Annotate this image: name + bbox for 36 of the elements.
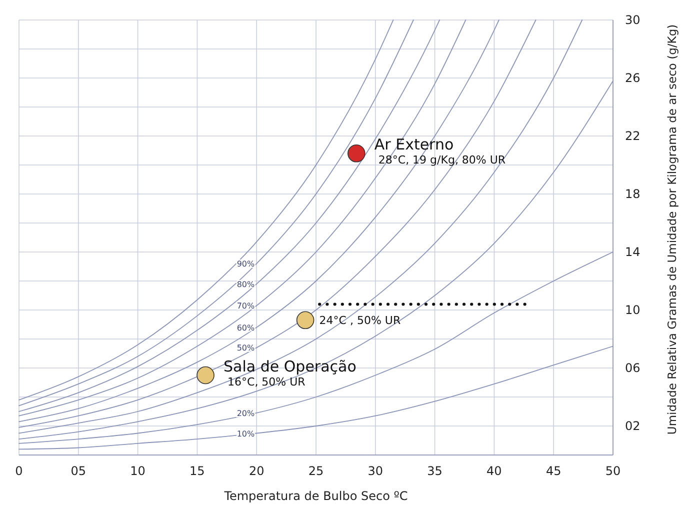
line-series	[18, 346, 614, 450]
series-label: 70%	[236, 302, 255, 311]
annotation: Ar Externo 28°C, 19 g/Kg, 80% UR	[374, 135, 506, 166]
line-series	[18, 252, 614, 444]
y-tick-label: 18	[625, 187, 640, 201]
point	[296, 311, 314, 330]
y-tick-label: 22	[625, 129, 640, 143]
series-label: 20%	[236, 408, 255, 418]
series-label: 80%	[236, 280, 255, 289]
x-tick-label: 50	[605, 464, 621, 478]
y-tick-label: 06	[625, 361, 640, 375]
series-label: 90%	[236, 260, 255, 269]
x-tick-label: 40	[486, 464, 502, 478]
x-tick-label: 20	[248, 464, 264, 478]
x-axis-title: Temperatura de Bulbo Seco ºC	[223, 489, 408, 503]
series-label: 50%	[236, 344, 255, 353]
point	[347, 144, 366, 162]
series-label: 60%	[236, 323, 255, 332]
y-tick-label: 14	[625, 245, 640, 259]
y-tick-label: 02	[625, 419, 640, 433]
x-tick-label: 10	[130, 464, 146, 478]
point	[196, 366, 214, 384]
y-tick-label: 10	[625, 303, 640, 317]
y-tick-label: 30	[625, 13, 640, 27]
y-tick-label: 26	[625, 71, 640, 85]
x-tick-label: 45	[546, 464, 562, 478]
annotation: 24°C , 50% UR	[319, 314, 401, 328]
x-tick-label: 05	[70, 464, 86, 478]
x-tick-label: 25	[308, 464, 324, 478]
x-tick-label: 15	[190, 464, 205, 478]
x-tick-label: 35	[427, 464, 442, 478]
x-tick-label: 30	[368, 464, 384, 478]
x-tick-label: 0	[15, 464, 23, 478]
annotation: Sala de Operação 16°C, 50% UR	[224, 357, 356, 388]
y-axis-title: Umidade Relativa Gramas de Umidade por Kilograma de ar seco (g/Kg)	[665, 24, 679, 435]
line-series	[18, 80, 614, 440]
